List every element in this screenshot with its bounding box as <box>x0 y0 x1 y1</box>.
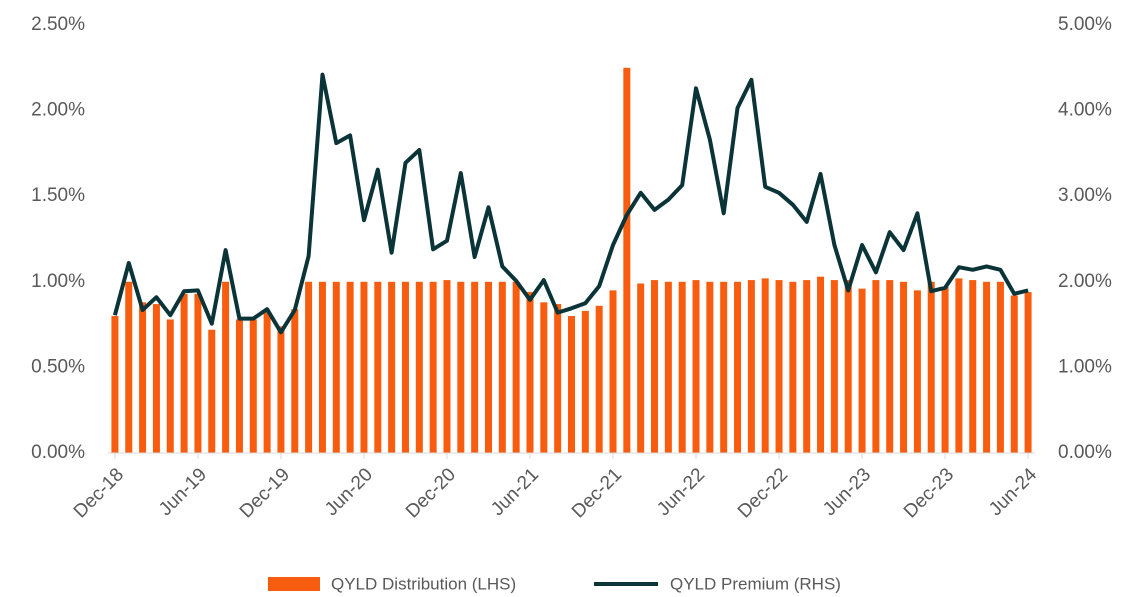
bar <box>166 319 174 453</box>
bar <box>595 305 603 453</box>
x-tick-label: Dec-23 <box>900 464 958 522</box>
y-tick-label: 1.00% <box>31 271 85 292</box>
bar <box>526 292 534 453</box>
y-tick-label: 2.00% <box>31 100 85 121</box>
bar <box>388 281 396 453</box>
y2-tick-label: 3.00% <box>1058 185 1112 206</box>
bar <box>249 319 257 453</box>
bar <box>429 281 437 453</box>
bar <box>222 281 230 453</box>
bar <box>969 280 977 453</box>
y2-tick-label: 0.00% <box>1058 442 1112 463</box>
bar <box>318 281 326 453</box>
x-tick-label: Dec-18 <box>70 464 128 522</box>
bar <box>858 288 866 453</box>
y2-tick-label: 4.00% <box>1058 100 1112 121</box>
bar <box>983 281 991 453</box>
bar <box>152 304 160 453</box>
bar <box>540 302 548 453</box>
bar <box>415 281 423 453</box>
bar <box>609 290 617 453</box>
bar <box>830 280 838 453</box>
bar <box>664 281 672 453</box>
bar <box>194 293 202 453</box>
bar <box>1010 295 1018 453</box>
y-tick-label: 0.50% <box>31 356 85 377</box>
bar <box>678 281 686 453</box>
bar <box>498 281 506 453</box>
bar <box>789 281 797 453</box>
x-tick-label: Dec-20 <box>402 464 460 522</box>
y2-tick-label: 1.00% <box>1058 356 1112 377</box>
bar <box>775 280 783 453</box>
bar <box>484 281 492 453</box>
line <box>112 72 1029 335</box>
bar <box>457 281 465 453</box>
x-tick-label: Jun-21 <box>487 464 543 520</box>
bar <box>692 280 700 453</box>
y2-tick-label: 5.00% <box>1058 14 1112 35</box>
x-tick-label: Jun-19 <box>155 464 211 520</box>
bar <box>734 281 742 453</box>
bar <box>305 281 313 453</box>
legend-swatch <box>268 577 320 591</box>
x-tick-label: Dec-19 <box>236 464 294 522</box>
bar <box>913 290 921 453</box>
bar <box>291 309 299 453</box>
y2-tick-label: 2.00% <box>1058 271 1112 292</box>
bar <box>360 281 368 453</box>
bar <box>332 281 340 453</box>
bar <box>637 283 645 453</box>
x-tick-label: Dec-22 <box>734 464 792 522</box>
bar <box>761 278 769 453</box>
bar <box>139 302 147 453</box>
bar <box>817 276 825 453</box>
bar <box>844 280 852 453</box>
legend-label: QYLD Premium (RHS) <box>670 574 841 593</box>
bar <box>346 281 354 453</box>
bar <box>554 304 562 453</box>
bar <box>1024 292 1032 453</box>
bar <box>706 281 714 453</box>
bar <box>277 326 285 453</box>
x-tick-label: Jun-20 <box>321 464 377 520</box>
bar <box>581 310 589 453</box>
bar <box>512 281 520 453</box>
bar <box>872 280 880 453</box>
x-tick-label: Jun-23 <box>819 464 875 520</box>
bar <box>886 280 894 453</box>
bar <box>208 329 216 453</box>
legend-label: QYLD Distribution (LHS) <box>331 574 516 593</box>
x-tick-label: Jun-22 <box>653 464 709 520</box>
y-tick-label: 0.00% <box>31 442 85 463</box>
bar <box>747 280 755 453</box>
bar <box>180 293 188 453</box>
bar <box>651 280 659 453</box>
bar <box>941 286 949 453</box>
x-tick-label: Dec-21 <box>568 464 626 522</box>
y-tick-label: 2.50% <box>31 14 85 35</box>
bar <box>263 312 271 453</box>
y-tick-label: 1.50% <box>31 185 85 206</box>
bar <box>401 281 409 453</box>
bar <box>443 280 451 453</box>
bar <box>235 319 243 453</box>
bar <box>471 281 479 453</box>
bar <box>996 281 1004 453</box>
bar <box>623 67 631 454</box>
bar <box>955 278 963 453</box>
bar <box>803 280 811 453</box>
bar <box>111 316 119 453</box>
bar <box>125 281 133 453</box>
bar <box>927 281 935 453</box>
bar <box>900 281 908 453</box>
x-tick-label: Jun-24 <box>985 464 1041 520</box>
bar <box>374 281 382 453</box>
bar <box>568 316 575 453</box>
bar <box>720 281 728 453</box>
